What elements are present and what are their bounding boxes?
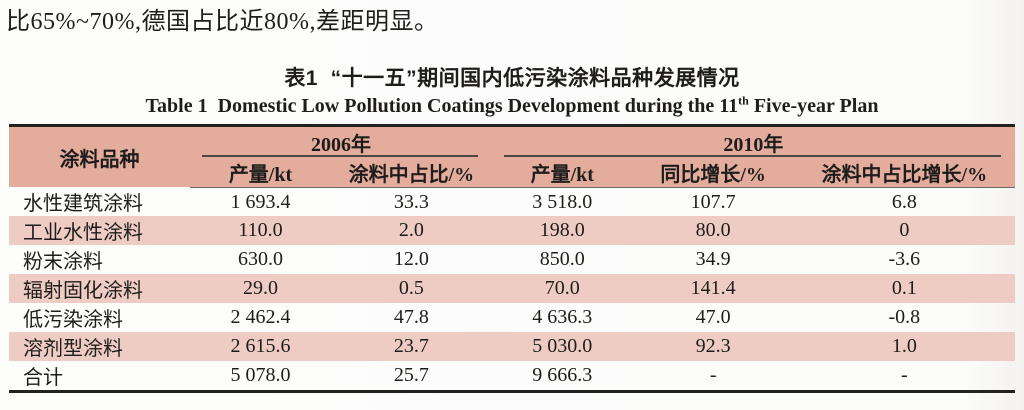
data-cell: 4 636.3 — [532, 306, 593, 329]
header-coating-type: 涂料品种 — [59, 148, 140, 171]
table-title-zh: 表1 “十一五”期间国内低污染涂料品种发展情况 — [284, 66, 740, 90]
table-title-en-superscript: th — [738, 93, 749, 108]
data-cell: 80.0 — [695, 219, 731, 242]
row-name-cell: 溶剂型涂料 — [23, 338, 123, 361]
data-cell: 1.0 — [891, 335, 917, 358]
table-row: 低污染涂料 2 462.4 47.8 4 636.3 47.0 -0.8 — [9, 303, 1015, 332]
data-cell: 198.0 — [539, 219, 585, 242]
header-share-2006: 涂料中占比/% — [330, 157, 492, 188]
data-cell: 2.0 — [398, 219, 424, 242]
data-cell: 5 078.0 — [230, 364, 291, 387]
data-cell: 9 666.3 — [532, 364, 593, 387]
data-cell: 630.0 — [237, 248, 283, 271]
intro-paragraph: 比65%~70%,德国占比近80%,差距明显。 — [6, 9, 439, 35]
row-name-cell: 辐射固化涂料 — [23, 280, 143, 303]
row-name-cell: 粉末涂料 — [23, 251, 103, 274]
header-yoy-growth-2010: 同比增长/% — [632, 157, 794, 188]
data-cell: 1 693.4 — [230, 190, 291, 213]
table-header: 涂料品种 2006年 2010年 产量/kt 涂料中占比/% 产量/kt 同比增… — [9, 125, 1015, 188]
header-output-2010: 产量/kt — [491, 157, 633, 188]
data-cell: - — [709, 364, 717, 387]
data-cell: 107.7 — [690, 190, 736, 213]
data-cell: 12.0 — [393, 248, 429, 271]
data-cell: 6.8 — [891, 190, 917, 213]
data-cell: 34.9 — [695, 248, 731, 271]
data-cell: 25.7 — [393, 364, 429, 387]
data-cell: 92.3 — [695, 335, 731, 358]
data-cell: 141.4 — [690, 277, 736, 300]
header-share-growth-2010: 涂料中占比增长/% — [793, 157, 1015, 188]
row-name-cell: 水性建筑涂料 — [23, 193, 143, 216]
data-cell: 0.5 — [398, 277, 424, 300]
data-cell: 47.8 — [393, 306, 429, 329]
header-group-2006: 2006年 — [190, 125, 492, 157]
table-title-en: Table 1 Domestic Low Pollution Coatings … — [0, 93, 1024, 118]
row-name-cell: 工业水性涂料 — [23, 222, 143, 245]
data-cell: 23.7 — [393, 335, 429, 358]
data-cell: 29.0 — [242, 277, 278, 300]
data-cell: 0.1 — [891, 277, 917, 300]
data-cell: - — [900, 364, 908, 387]
data-cell: 850.0 — [539, 248, 585, 271]
table-row: 溶剂型涂料 2 615.6 23.7 5 030.0 92.3 1.0 — [9, 332, 1015, 362]
table-row-total: 合计 5 078.0 25.7 9 666.3 - - — [9, 361, 1015, 392]
data-cell: 5 030.0 — [532, 335, 593, 358]
table-body: 水性建筑涂料 1 693.4 33.3 3 518.0 107.7 6.8 工业… — [9, 187, 1015, 392]
table-row: 辐射固化涂料 29.0 0.5 70.0 141.4 0.1 — [9, 274, 1015, 304]
table-row: 工业水性涂料 110.0 2.0 198.0 80.0 0 — [9, 216, 1015, 246]
data-cell: 2 462.4 — [230, 306, 291, 329]
data-cell: -0.8 — [888, 306, 921, 329]
data-cell: 3 518.0 — [532, 190, 593, 213]
table-title-en-prefix: Table 1 Domestic Low Pollution Coatings … — [145, 94, 739, 117]
data-cell: 70.0 — [544, 277, 580, 300]
table-row: 粉末涂料 630.0 12.0 850.0 34.9 -3.6 — [9, 245, 1015, 274]
coatings-table: 涂料品种 2006年 2010年 产量/kt 涂料中占比/% 产量/kt 同比增… — [9, 123, 1015, 394]
row-name-cell: 低污染涂料 — [23, 309, 123, 332]
header-group-2010: 2010年 — [492, 125, 1015, 157]
data-cell: 0 — [899, 219, 910, 242]
row-name-cell: 合计 — [23, 367, 63, 390]
table-row: 水性建筑涂料 1 693.4 33.3 3 518.0 107.7 6.8 — [9, 187, 1015, 216]
data-cell: -3.6 — [888, 248, 921, 271]
data-cell: 2 615.6 — [230, 335, 291, 358]
data-cell: 47.0 — [695, 306, 731, 329]
table-title-en-suffix: Five-year Plan — [748, 94, 879, 117]
data-cell: 110.0 — [238, 219, 283, 242]
document-page: 比65%~70%,德国占比近80%,差距明显。 表1 “十一五”期间国内低污染涂… — [0, 9, 1024, 394]
header-output-2006: 产量/kt — [190, 157, 331, 188]
data-cell: 33.3 — [393, 190, 429, 213]
